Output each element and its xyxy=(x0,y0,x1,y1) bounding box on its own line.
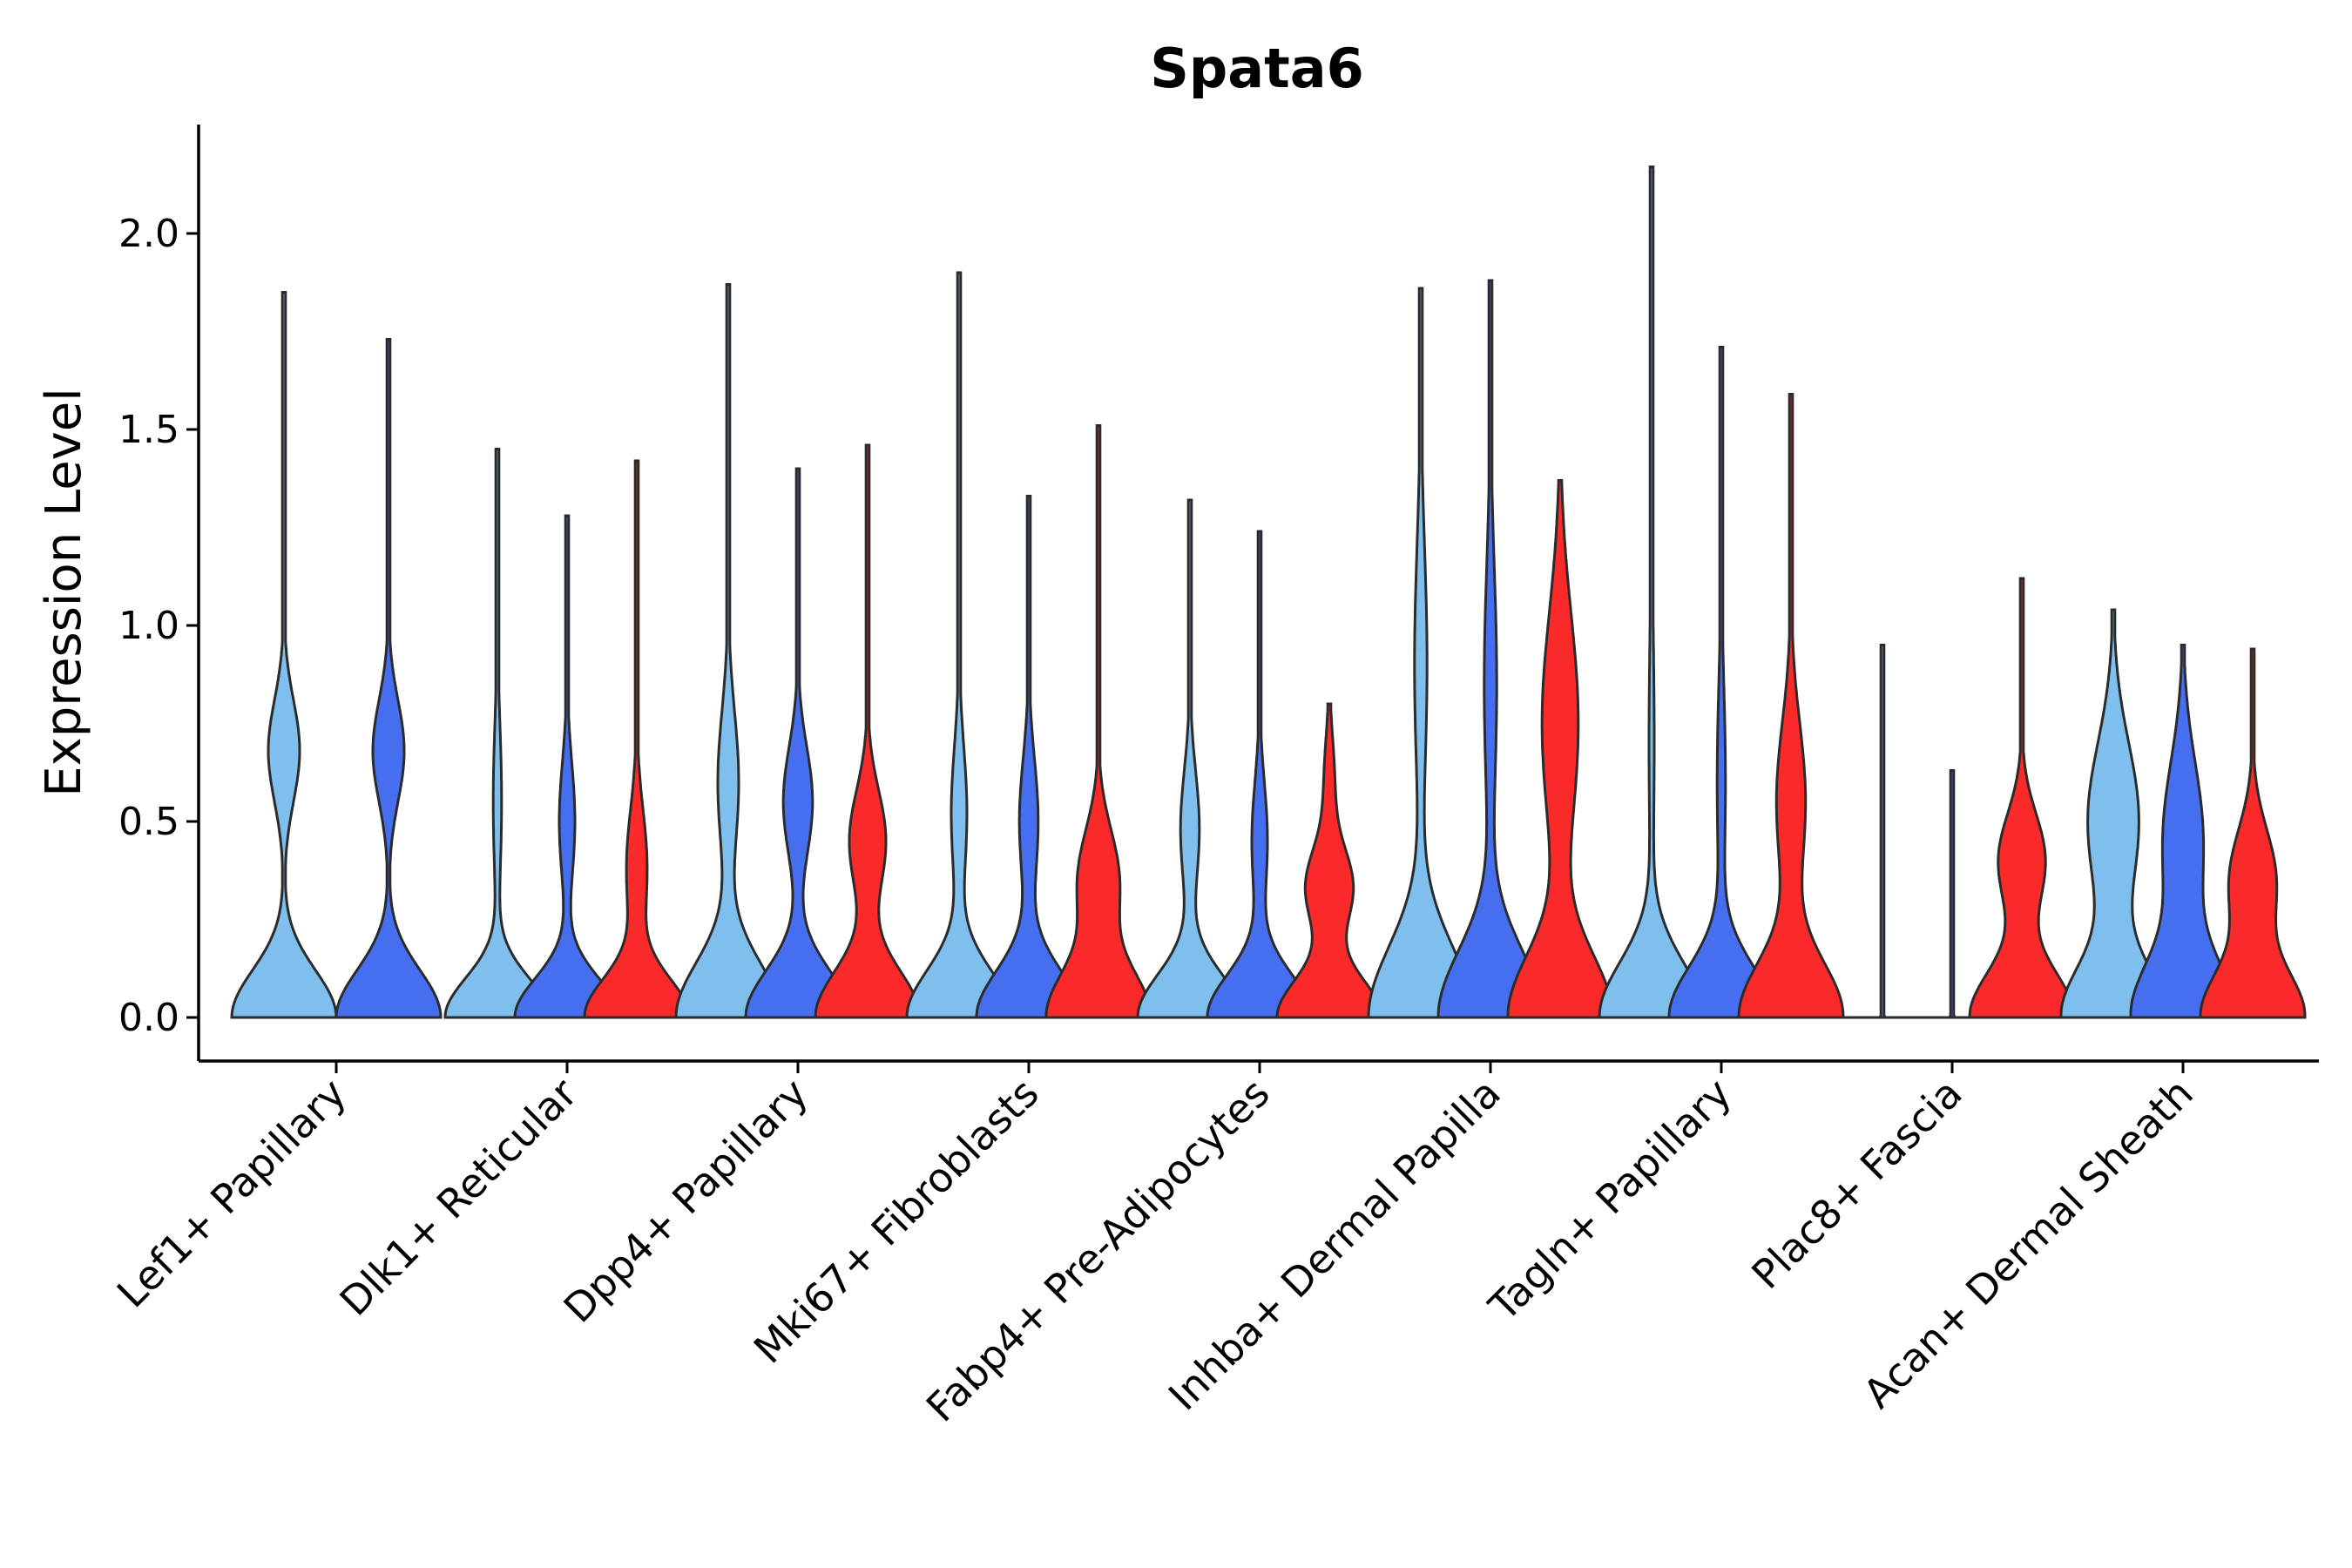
x-tick-label: Tagln+ Papillary xyxy=(1479,1070,1740,1331)
violin-group xyxy=(230,166,2307,1019)
violin-1-1 xyxy=(513,514,621,1019)
violin-5-0 xyxy=(1367,287,1475,1019)
violin-8-2 xyxy=(2199,647,2307,1019)
violin-2-2 xyxy=(814,443,922,1019)
y-tick-label: 0.5 xyxy=(118,800,179,844)
violin-4-2 xyxy=(1275,702,1383,1019)
violin-7-1 xyxy=(1947,769,1957,1019)
chart-title: Spata6 xyxy=(1150,37,1364,100)
y-tick-label: 0.0 xyxy=(118,996,179,1040)
violin-1-0 xyxy=(443,448,551,1019)
y-tick-label: 2.0 xyxy=(118,212,179,256)
violin-2-1 xyxy=(744,467,852,1019)
x-tick-label: Lef1+ Papillary xyxy=(108,1070,355,1317)
violin-0-1 xyxy=(335,338,443,1019)
violin-3-2 xyxy=(1044,424,1152,1019)
violin-0-0 xyxy=(230,291,338,1019)
violin-7-0 xyxy=(1877,644,1888,1019)
x-tick-label: Dlk1+ Reticular xyxy=(331,1070,586,1325)
violin-4-0 xyxy=(1136,498,1244,1019)
violin-2-0 xyxy=(674,283,782,1019)
violin-8-0 xyxy=(2059,608,2167,1019)
violin-6-0 xyxy=(1598,166,1706,1019)
violin-3-1 xyxy=(975,495,1083,1019)
violin-1-2 xyxy=(583,459,691,1019)
y-tick-label: 1.5 xyxy=(118,408,179,452)
violin-7-2 xyxy=(1968,577,2076,1019)
violin-8-1 xyxy=(2129,644,2237,1019)
y-ticks: 0.0 0.5 1.0 1.5 2.0 xyxy=(118,212,199,1040)
violin-3-0 xyxy=(905,271,1013,1019)
y-axis-label: Expression Level xyxy=(36,388,92,797)
violin-5-1 xyxy=(1436,279,1544,1019)
x-tick-label: Dpp4+ Papillary xyxy=(555,1070,817,1332)
violin-5-2 xyxy=(1506,479,1614,1019)
violin-6-2 xyxy=(1737,393,1845,1019)
x-tick-label: Plac8+ Fascia xyxy=(1742,1070,1970,1298)
violin-6-1 xyxy=(1667,346,1775,1019)
y-tick-label: 1.0 xyxy=(118,604,179,648)
violin-4-1 xyxy=(1206,530,1314,1019)
